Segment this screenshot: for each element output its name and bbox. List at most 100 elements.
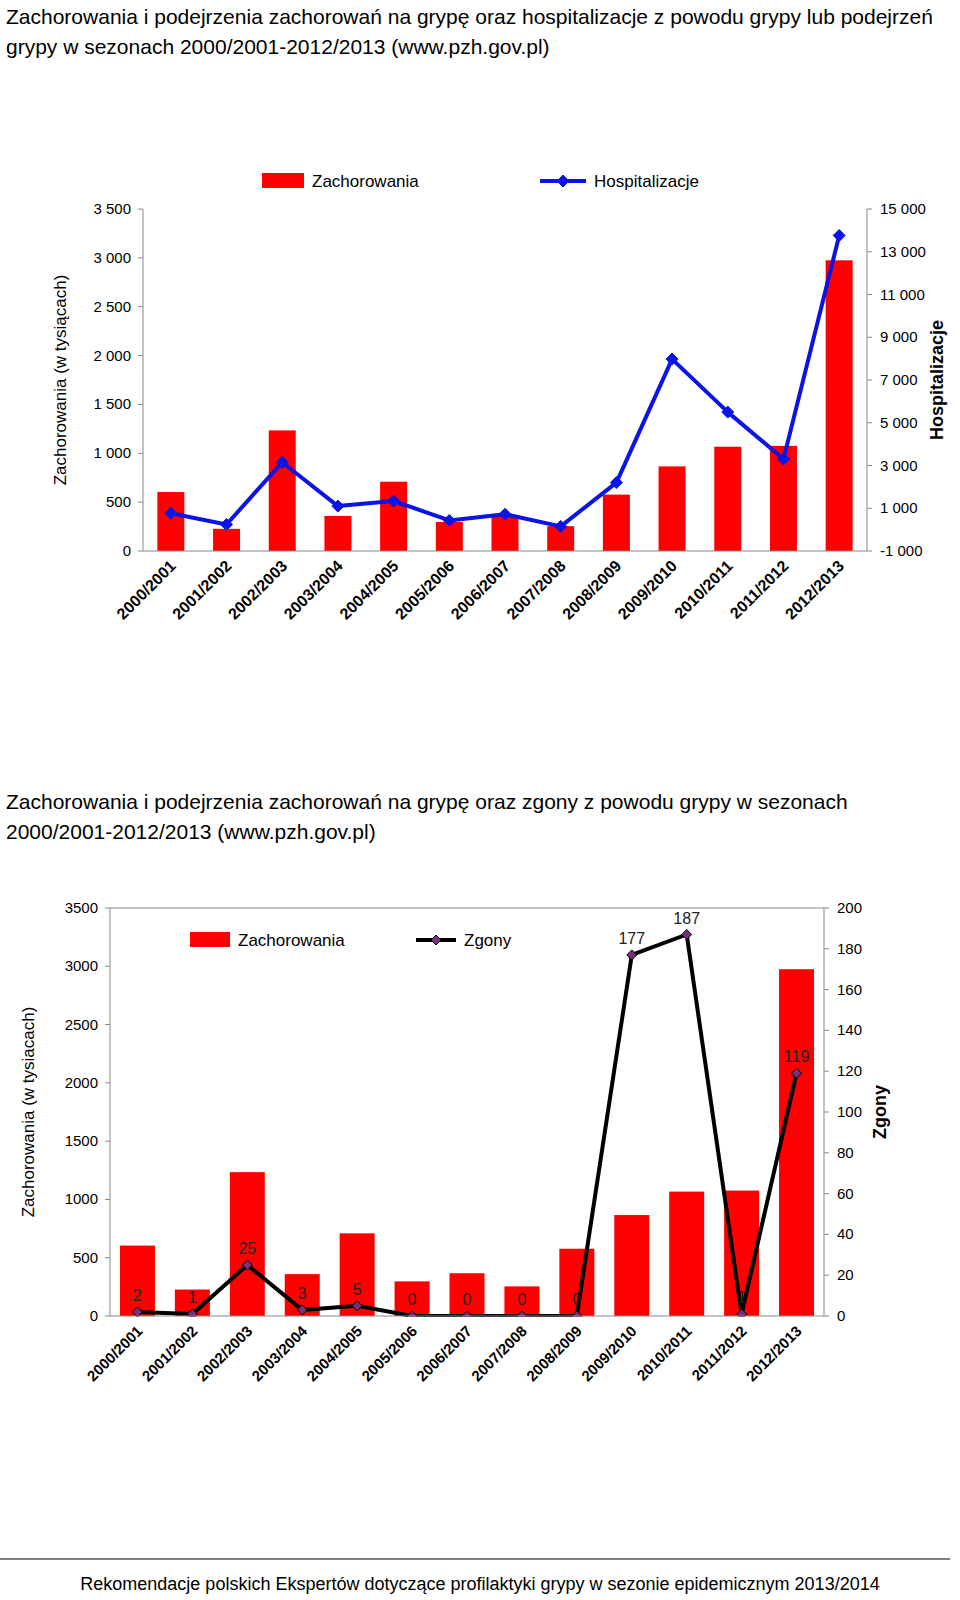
footer-rule [0, 1559, 950, 1560]
y2-tick [867, 465, 872, 466]
data-label: 119 [784, 1048, 810, 1065]
y2-tick [867, 337, 872, 338]
x-tick-label: 2005/2006 [392, 557, 458, 623]
y-tick-label: 2 000 [93, 347, 131, 364]
x-tick-label: 2011/2012 [688, 1322, 750, 1384]
x-tick-label: 2012/2013 [782, 557, 848, 623]
y-tick-label: 1 500 [93, 395, 131, 412]
marker [332, 500, 344, 512]
y2-tick [824, 1152, 829, 1153]
legend-label: Zgony [464, 931, 512, 950]
y2-tick-label: 40 [837, 1225, 854, 1242]
x-tick-label: 2008/2009 [559, 557, 625, 623]
x-tick-label: 2000/2001 [113, 557, 179, 623]
y-tick [105, 1199, 110, 1200]
x-tick-label: 2009/2010 [578, 1322, 640, 1384]
y2-tick-label: 180 [837, 940, 862, 957]
y-tick [138, 404, 143, 405]
marker [722, 406, 734, 418]
data-label: 1 [188, 1289, 197, 1306]
x-tick-label: 2003/2004 [281, 557, 347, 623]
y2-tick-label: 20 [837, 1266, 854, 1283]
legend-label: Hospitalizacje [594, 172, 699, 191]
x-tick-label: 2006/2007 [413, 1322, 475, 1384]
bar [230, 1172, 265, 1316]
x-tick-label: 2005/2006 [358, 1322, 420, 1384]
bar [213, 529, 240, 551]
y2-tick-label: 7 000 [880, 371, 918, 388]
bar [340, 1233, 375, 1316]
y-tick [138, 355, 143, 356]
y2-tick [824, 1071, 829, 1072]
x-tick-label: 2012/2013 [743, 1322, 805, 1384]
y-tick-label: 3 000 [93, 249, 131, 266]
x-tick-label: 2008/2009 [523, 1322, 585, 1384]
y-tick [138, 257, 143, 258]
x-tick-label: 2011/2012 [727, 557, 792, 622]
y2-tick [867, 294, 872, 295]
marker [297, 1305, 307, 1315]
y-tick [105, 908, 110, 909]
y-tick [138, 453, 143, 454]
legend-marker [431, 935, 441, 945]
y-tick-label: 500 [73, 1249, 98, 1266]
bar [669, 1192, 704, 1316]
bar [659, 466, 686, 551]
x-tick-label: 2007/2008 [468, 1322, 530, 1384]
y-tick [105, 966, 110, 967]
y2-tick-label: 13 000 [880, 243, 926, 260]
marker [352, 1301, 362, 1311]
chart-title: Zachorowania i podejrzenia zachorowań na… [6, 2, 954, 62]
x-axis [143, 551, 867, 552]
y-axis [143, 209, 144, 551]
y2-tick [824, 1030, 829, 1031]
data-label: 187 [673, 910, 700, 927]
y2-tick-label: 120 [837, 1062, 862, 1079]
x-tick-label: 2009/2010 [615, 557, 681, 623]
y-axis [110, 908, 111, 1316]
x-tick-label: 2001/2002 [138, 1322, 200, 1384]
marker [388, 495, 400, 507]
bar [614, 1215, 649, 1316]
legend-label: Zachorowania [238, 931, 345, 950]
x-axis [110, 1316, 824, 1317]
x-tick-label: 2007/2008 [503, 557, 569, 623]
y-tick-label: 1000 [65, 1190, 98, 1207]
data-label: 0 [517, 1291, 526, 1308]
series-line [171, 236, 839, 527]
y2-axis-title: Hospitalizacje [927, 320, 947, 440]
y-tick-label: 3 500 [93, 200, 131, 217]
legend-marker [557, 175, 569, 187]
x-tick-label: 2002/2003 [193, 1322, 255, 1384]
y2-tick [867, 251, 872, 252]
y2-tick [867, 508, 872, 509]
x-tick-label: 2000/2001 [83, 1322, 145, 1384]
y-axis-title: Zachorowania (w tysiącach) [51, 275, 70, 486]
y-tick-label: 1500 [65, 1132, 98, 1149]
y2-tick-label: 80 [837, 1144, 854, 1161]
bar [714, 447, 741, 551]
y2-tick-label: 5 000 [880, 414, 918, 431]
y2-tick [824, 1112, 829, 1113]
x-tick-label: 2001/2002 [169, 557, 235, 623]
y2-tick-label: 140 [837, 1021, 862, 1038]
data-label: 0 [572, 1291, 581, 1308]
y2-tick [824, 1316, 829, 1317]
y2-tick [867, 551, 872, 552]
y-tick-label: 1 000 [93, 444, 131, 461]
y2-tick [824, 948, 829, 949]
y2-tick-label: 1 000 [880, 499, 918, 516]
y-axis-title: Zachorowania (w tysiacach) [19, 1007, 38, 1218]
y2-tick-label: 160 [837, 981, 862, 998]
legend-swatch [190, 932, 230, 947]
y-tick-label: 2 500 [93, 298, 131, 315]
y-tick [105, 1024, 110, 1025]
marker [682, 930, 692, 940]
marker [276, 456, 288, 468]
y-tick-label: 3500 [65, 899, 98, 916]
bar [779, 969, 814, 1316]
y-tick [105, 1257, 110, 1258]
bar [770, 446, 797, 551]
x-tick-label: 2010/2011 [633, 1322, 695, 1384]
marker [610, 477, 622, 489]
